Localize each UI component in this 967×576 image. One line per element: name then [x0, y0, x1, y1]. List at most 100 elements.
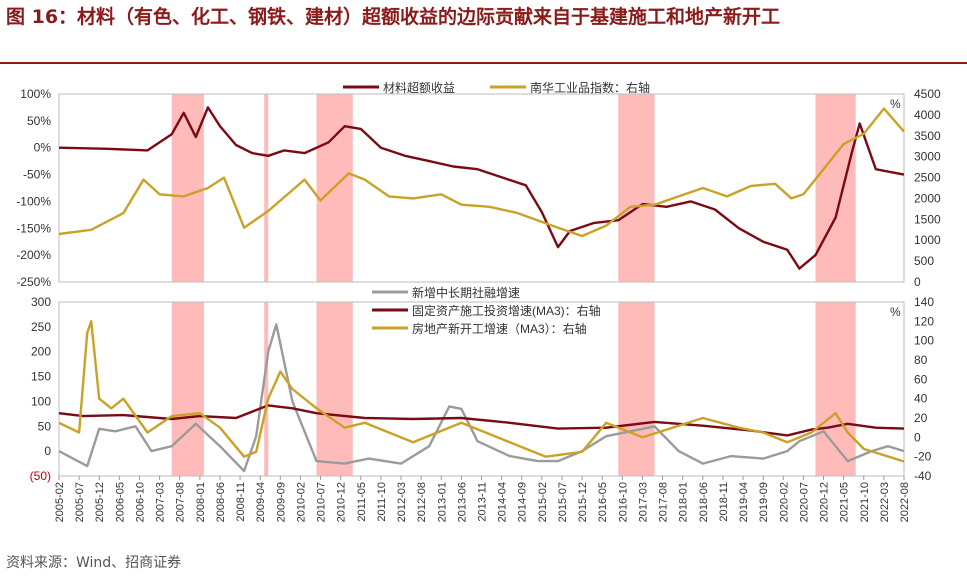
x-tick-label: 2006-05	[114, 482, 126, 522]
x-tick-label: 2022-08	[899, 482, 911, 522]
x-tick-label: 2018-01	[678, 482, 690, 522]
y-left-tick-label: 250	[31, 320, 51, 334]
y-left-tick-label: 150	[31, 370, 51, 384]
x-tick-label: 2019-09	[758, 482, 770, 522]
x-tick-label: 2016-05	[597, 482, 609, 522]
x-tick-label: 2005-07	[74, 482, 86, 522]
x-tick-label: 2020-12	[819, 482, 831, 522]
legend-label: 固定资产施工投资增速(MA3)：右轴	[412, 303, 601, 318]
x-tick-label: 2005-12	[94, 482, 106, 522]
y-right-tick-label: 3000	[914, 150, 941, 164]
x-tick-label: 2011-10	[376, 482, 388, 522]
y-left-tick-label: -50%	[23, 168, 51, 182]
series-line	[58, 106, 905, 270]
x-tick-label: 2010-02	[295, 482, 307, 522]
shaded-period	[264, 302, 269, 476]
x-tick-label: 2010-07	[316, 482, 328, 522]
x-tick-label: 2011-05	[356, 482, 368, 522]
x-tick-label: 2015-12	[577, 482, 589, 522]
y-left-tick-label: 50%	[27, 114, 51, 128]
y-right-tick-label: 120	[914, 314, 934, 328]
x-tick-label: 2017-08	[658, 482, 670, 522]
series-line	[58, 323, 905, 473]
page-title: 图 16：材料（有色、化工、钢铁、建材）超额收益的边际贡献来自于基建施工和地产新…	[6, 6, 781, 28]
x-tick-label: 2013-01	[436, 482, 448, 522]
x-tick-label: 2013-06	[456, 482, 468, 522]
source-note: 资料来源：Wind、招商证券	[6, 555, 182, 571]
x-tick-label: 2007-08	[175, 482, 187, 522]
x-tick-label: 2008-01	[195, 482, 207, 522]
legend-label: 南华工业品指数：右轴	[530, 80, 650, 95]
x-tick-label: 2009-04	[255, 482, 267, 522]
x-tick-label: 2021-05	[839, 482, 851, 522]
x-tick-label: 2014-09	[517, 482, 529, 522]
shaded-period	[264, 94, 269, 282]
x-tick-label: 2009-09	[275, 482, 287, 522]
series-line	[58, 107, 905, 238]
x-tick-label: 2008-06	[215, 482, 227, 522]
shaded-period	[815, 302, 856, 476]
y-left-tick-label: 300	[31, 295, 51, 309]
x-tick-label: 2012-03	[396, 482, 408, 522]
y-right-tick-label: -40	[914, 469, 932, 483]
x-tick-label: 2007-03	[155, 482, 167, 522]
y-left-tick-label: 50	[38, 419, 52, 433]
x-tick-label: 2018-11	[718, 482, 730, 522]
y-right-tick-label: 3500	[914, 129, 941, 143]
y-right-tick-label: 4000	[914, 108, 941, 122]
y-left-tick-label: -150%	[16, 221, 51, 235]
x-tick-label: 2020-07	[798, 482, 810, 522]
x-tick-label: 2015-02	[537, 482, 549, 522]
y-right-tick-label: 0	[914, 275, 921, 289]
y-left-tick-label: -250%	[16, 275, 51, 289]
x-tick-label: 2008-11	[235, 482, 247, 522]
y-left-tick-label: 0	[44, 444, 51, 458]
y-left-tick-label: (50)	[30, 469, 51, 483]
x-tick-label: 2006-10	[134, 482, 146, 522]
y-right-tick-label: 60	[914, 372, 928, 386]
y-right-tick-label: 4500	[914, 87, 941, 101]
x-tick-label: 2005-02	[54, 482, 66, 522]
shaded-period	[815, 94, 856, 282]
y-left-tick-label: -100%	[16, 194, 51, 208]
y-left-tick-label: 100	[31, 394, 51, 408]
legend-label: 材料超额收益	[383, 80, 455, 95]
x-tick-label: 2013-11	[477, 482, 489, 522]
shaded-period	[316, 302, 353, 476]
legend-label: 房地产新开工增速（MA3）：右轴	[412, 321, 587, 336]
title-divider	[0, 62, 967, 64]
x-tick-label: 2022-03	[879, 482, 891, 522]
legend-label: 新增中长期社融增速	[412, 285, 520, 300]
shaded-period	[618, 94, 655, 282]
y-right-tick-label: 20	[914, 411, 928, 425]
y-left-tick-label: 200	[31, 345, 51, 359]
y-right-unit-label: %	[890, 305, 901, 319]
x-tick-label: 2019-04	[738, 482, 750, 522]
x-tick-label: 2020-02	[778, 482, 790, 522]
y-right-tick-label: 100	[914, 334, 934, 348]
y-left-tick-label: 100%	[20, 87, 51, 101]
series-line	[58, 320, 905, 463]
y-left-tick-label: 0%	[34, 141, 52, 155]
x-tick-label: 2018-06	[698, 482, 710, 522]
x-tick-label: 2016-10	[617, 482, 629, 522]
y-right-tick-label: 2000	[914, 191, 941, 205]
y-right-tick-label: 500	[914, 254, 934, 268]
y-right-unit-label: %	[890, 97, 901, 111]
x-tick-label: 2021-10	[859, 482, 871, 522]
x-tick-label: 2010-12	[336, 482, 348, 522]
x-tick-label: 2017-03	[637, 482, 649, 522]
y-left-tick-label: -200%	[16, 248, 51, 262]
y-right-tick-label: 80	[914, 353, 928, 367]
y-right-tick-label: 1000	[914, 233, 941, 247]
shaded-period	[618, 302, 655, 476]
y-right-tick-label: 0	[914, 430, 921, 444]
y-right-tick-label: 2500	[914, 171, 941, 185]
y-right-tick-label: -20	[914, 450, 932, 464]
x-tick-label: 2012-08	[416, 482, 428, 522]
y-right-tick-label: 40	[914, 392, 928, 406]
y-right-tick-label: 1500	[914, 212, 941, 226]
shaded-period	[171, 302, 204, 476]
plot-frame	[58, 93, 905, 283]
